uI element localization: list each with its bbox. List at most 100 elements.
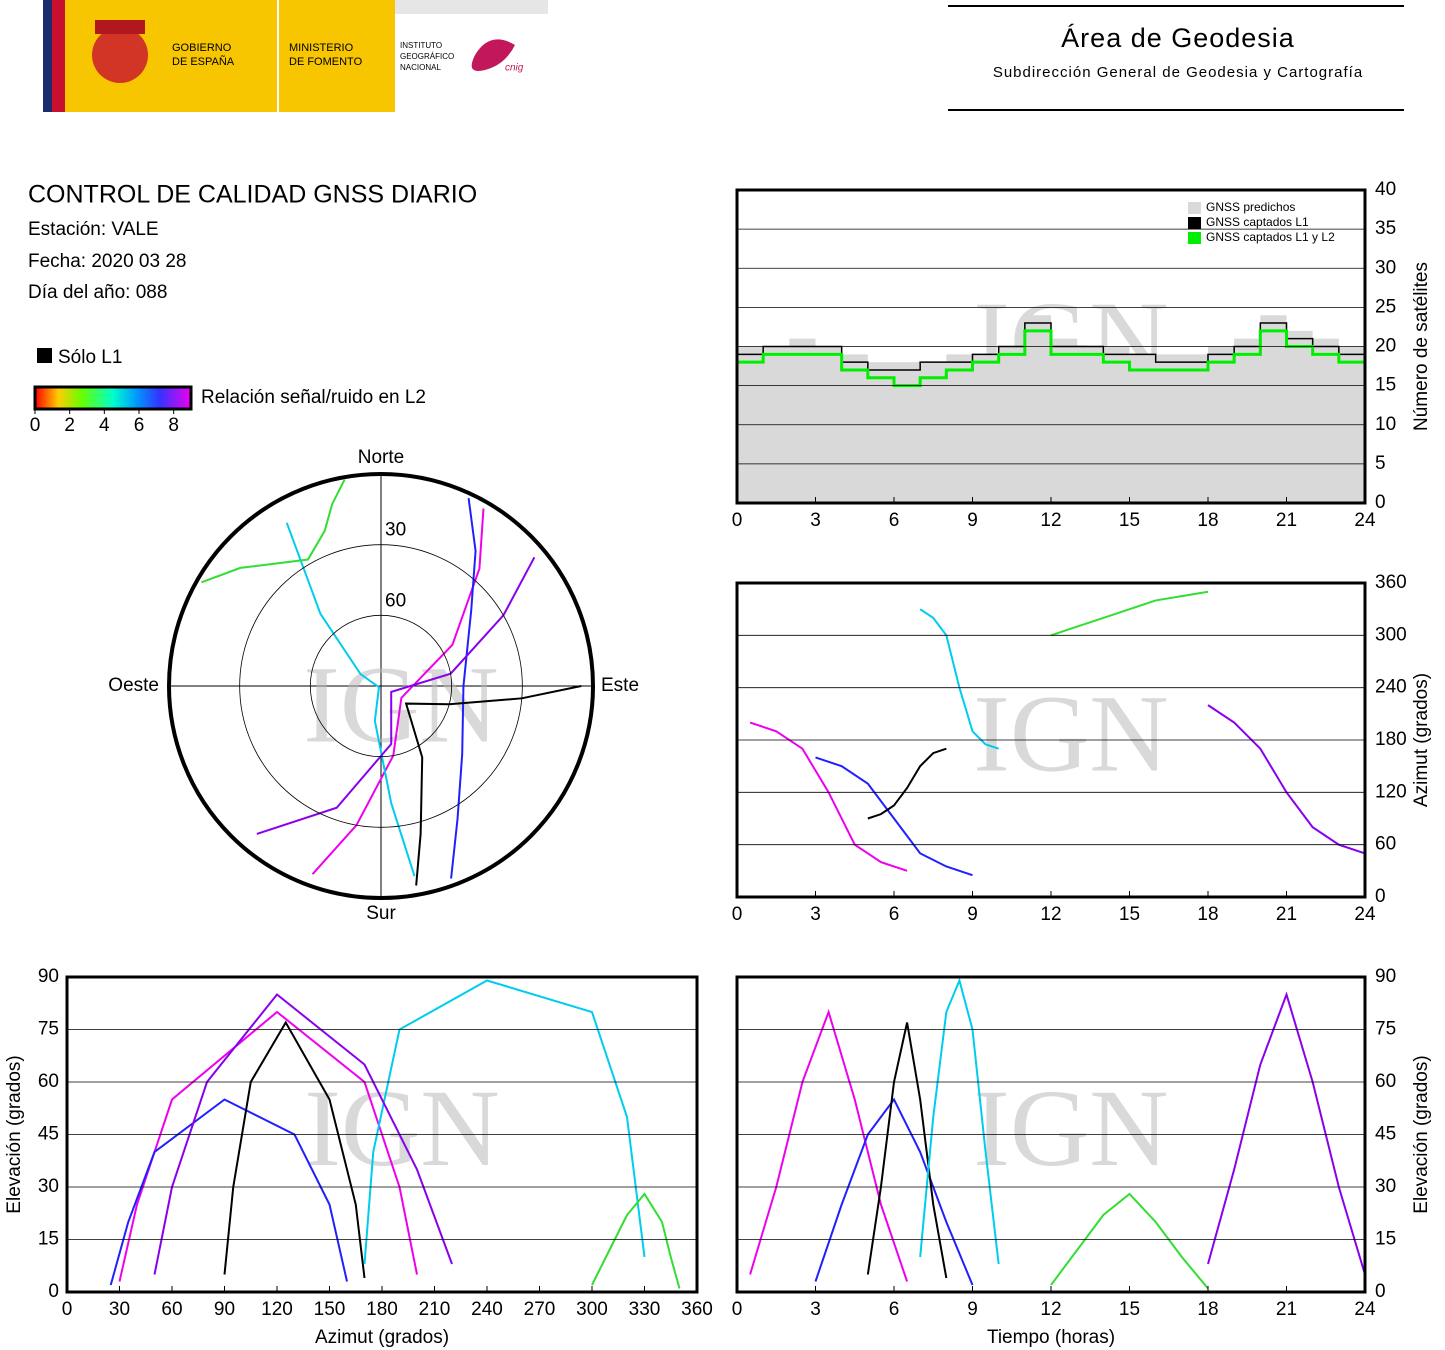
x-tick-label: 30	[109, 1299, 130, 1320]
header-title: Área de Geodesia	[1061, 23, 1295, 53]
x-tick-label: 0	[732, 1299, 743, 1320]
direction-label: Oeste	[108, 675, 159, 696]
track	[450, 498, 477, 879]
info-line: Día del año: 088	[28, 282, 167, 303]
legend-swatch	[1188, 217, 1201, 229]
elevation-ring	[239, 544, 523, 828]
y-tick-label: 30	[38, 1176, 59, 1197]
x-tick-label: 240	[471, 1299, 503, 1320]
plot-frame	[735, 581, 1367, 899]
x-tick-label: 3	[810, 510, 821, 531]
x-tick-label: 60	[161, 1299, 182, 1320]
y-axis-label: Azimut (grados)	[1411, 673, 1432, 807]
x-tick-label: 0	[62, 1299, 73, 1320]
direction-label: Sur	[366, 903, 396, 924]
watermark: IGN	[973, 1067, 1169, 1189]
ring-label: 60	[385, 590, 406, 611]
y-tick-label: 60	[1375, 834, 1396, 855]
x-tick-label: 12	[1040, 904, 1061, 925]
x-tick-label: 6	[889, 510, 900, 531]
y-tick-label: 45	[38, 1124, 59, 1145]
plot-frame	[735, 975, 1367, 1294]
ministry-text: MINISTERIO	[289, 42, 354, 54]
y-tick-label: 0	[48, 1281, 59, 1302]
track	[919, 977, 1000, 1265]
track	[285, 522, 416, 877]
y-tick-label: 25	[1375, 296, 1396, 317]
track	[1207, 704, 1365, 855]
y-tick-label: 15	[1375, 375, 1396, 396]
y-tick-label: 30	[1375, 1176, 1396, 1197]
track	[814, 1097, 974, 1286]
legend-swatch	[37, 348, 52, 363]
info-line: Fecha: 2020 03 28	[28, 251, 186, 272]
colorbar-tick-label: 0	[30, 415, 41, 436]
track	[867, 747, 947, 820]
y-tick-label: 75	[1375, 1019, 1396, 1040]
y-tick-label: 60	[38, 1071, 59, 1092]
y-tick-label: 0	[1375, 1281, 1386, 1302]
legend-swatch	[1188, 202, 1201, 214]
ring-label: 30	[385, 520, 406, 541]
x-tick-label: 18	[1197, 1299, 1218, 1320]
x-tick-label: 15	[1119, 904, 1140, 925]
colorbar-tick-label: 6	[134, 415, 145, 436]
watermark: IGN	[304, 1067, 500, 1189]
x-tick-label: 24	[1354, 510, 1376, 531]
x-tick-label: 18	[1197, 904, 1218, 925]
legend-label: GNSS captados L1	[1206, 215, 1309, 229]
y-axis-label: Elevación (grados)	[1411, 1055, 1432, 1213]
track	[591, 1192, 681, 1289]
y-tick-label: 75	[38, 1019, 59, 1040]
x-tick-label: 15	[1119, 1299, 1140, 1320]
x-tick-label: 300	[576, 1299, 608, 1320]
y-tick-label: 40	[1375, 179, 1396, 200]
track	[363, 979, 646, 1265]
x-tick-label: 18	[1197, 510, 1218, 531]
y-tick-label: 90	[38, 966, 59, 987]
x-tick-label: 360	[681, 1299, 713, 1320]
institute-text: NACIONAL	[400, 63, 441, 72]
y-tick-label: 60	[1375, 1071, 1396, 1092]
institute-text: INSTITUTO	[400, 41, 442, 50]
x-tick-label: 24	[1354, 904, 1376, 925]
track	[109, 1098, 348, 1286]
legend-swatch	[1188, 232, 1201, 244]
plot-area: IGN	[749, 590, 1365, 877]
x-tick-label: 9	[967, 510, 978, 531]
line	[737, 329, 1365, 388]
track	[1050, 1192, 1209, 1290]
y-tick-label: 120	[1375, 781, 1407, 802]
y-tick-label: 10	[1375, 414, 1396, 435]
x-tick-label: 120	[261, 1299, 293, 1320]
y-tick-label: 15	[1375, 1229, 1396, 1250]
x-tick-label: 15	[1119, 510, 1140, 531]
x-tick-label: 330	[629, 1299, 661, 1320]
legend-label: GNSS predichos	[1206, 200, 1295, 214]
x-tick-label: 24	[1354, 1299, 1376, 1320]
gov-text: DE ESPAÑA	[172, 55, 235, 68]
x-tick-label: 21	[1276, 510, 1297, 531]
x-tick-label: 0	[732, 904, 743, 925]
track	[749, 721, 908, 872]
track	[201, 479, 346, 584]
y-tick-label: 360	[1375, 572, 1407, 593]
y-tick-label: 20	[1375, 336, 1396, 357]
y-tick-label: 0	[1375, 492, 1386, 513]
y-tick-label: 90	[1375, 966, 1396, 987]
horizon	[167, 472, 595, 900]
y-tick-label: 5	[1375, 453, 1386, 474]
y-tick-label: 240	[1375, 677, 1407, 698]
x-tick-label: 210	[419, 1299, 451, 1320]
y-tick-label: 35	[1375, 218, 1396, 239]
x-tick-label: 6	[889, 904, 900, 925]
institute-text: GEOGRÁFICO	[400, 52, 454, 61]
x-tick-label: 9	[967, 1299, 978, 1320]
direction-label: Este	[601, 675, 639, 696]
elevation-ring	[309, 614, 453, 758]
logo	[43, 0, 548, 112]
ministry-text: DE FOMENTO	[289, 56, 363, 68]
x-tick-label: 21	[1276, 1299, 1297, 1320]
x-tick-label: 150	[314, 1299, 346, 1320]
